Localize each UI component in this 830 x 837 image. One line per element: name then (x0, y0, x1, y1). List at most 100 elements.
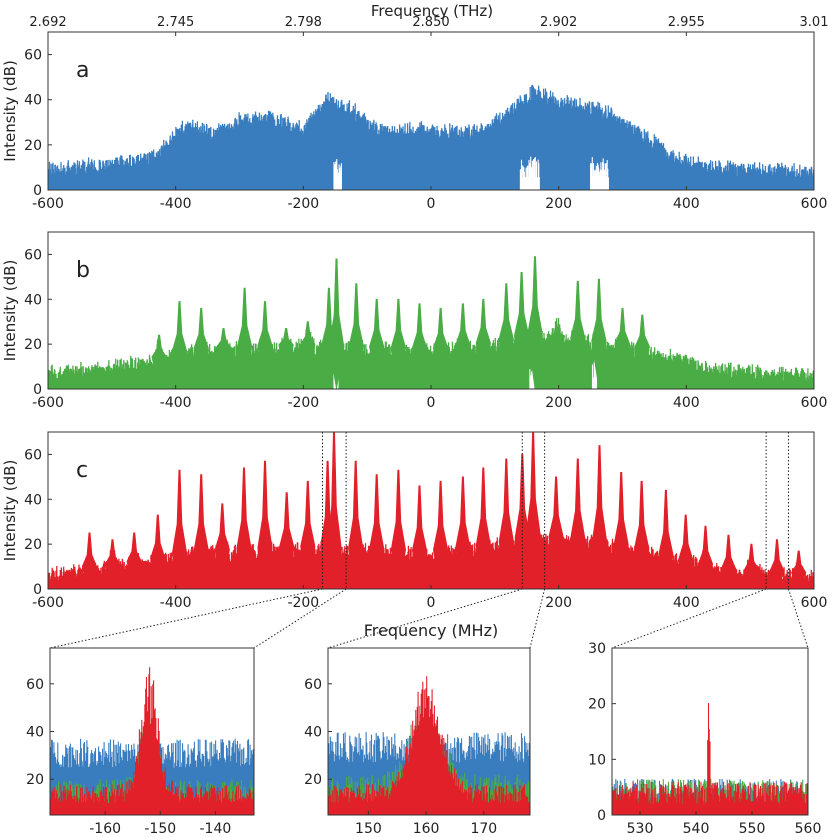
comb-peak (634, 314, 650, 389)
comb-peak (171, 301, 188, 389)
comb-peak (81, 532, 98, 589)
panel-b: -600 -400 -200 0 200 400 600 0 20 40 60 b Intensity … (1, 231, 828, 411)
top-tick-label: 2.798 (285, 15, 322, 30)
comb-peak (326, 432, 342, 589)
top-tick-label: 3.01 (800, 15, 829, 30)
comb-peak (791, 550, 807, 589)
y-tick-label: 30 (588, 641, 606, 657)
panel-label: b (76, 258, 90, 283)
panel-c: -600 -400 -200 0 200 400 600 0 20 40 60 c Intensity … (1, 431, 828, 640)
y-tick-label: 10 (588, 752, 606, 768)
zoom-plot-area (328, 676, 530, 815)
comb-peak (475, 298, 491, 389)
zoom-panel-middle: 150160170204060Frequency (MHz) (304, 647, 531, 837)
comb-peak (614, 307, 631, 389)
y-tick-label: 60 (24, 48, 42, 64)
y-tick-label: 20 (24, 138, 42, 154)
x-tick-label: 200 (545, 196, 572, 212)
y-tick-label: 20 (24, 337, 42, 353)
y-tick-label: 0 (33, 382, 42, 398)
x-tick-label: 200 (545, 395, 572, 411)
x-tick-label: 530 (627, 821, 654, 837)
comb-peak (278, 328, 294, 389)
panel-label: a (76, 58, 89, 83)
comb-peak (348, 283, 364, 389)
x-tick-label: -160 (89, 821, 121, 837)
comb-peak (498, 458, 514, 589)
panel-label: c (76, 458, 88, 483)
x-tick-label: -400 (160, 395, 192, 411)
x-tick-label: 600 (801, 595, 828, 611)
y-axis-label: Intensity (dB) (1, 260, 19, 362)
zoom-connector (49, 588, 323, 649)
comb-peak (548, 476, 564, 589)
x-tick-label: -150 (144, 821, 176, 837)
x-tick-label: 200 (545, 595, 572, 611)
top-tick-label: 2.902 (540, 15, 577, 30)
top-tick-label: 2.850 (412, 15, 449, 30)
comb-peak (743, 543, 760, 589)
comb-peak (369, 298, 385, 389)
comb-peak (279, 492, 295, 589)
y-tick-label: 40 (24, 93, 42, 109)
x-tick-label: 550 (739, 821, 766, 837)
axes-frame (47, 231, 815, 390)
comb-peak (193, 307, 209, 389)
comb-peak (432, 480, 449, 589)
comb-peak (171, 469, 188, 589)
comb-peak (633, 480, 650, 589)
spectrum-spectrum-a (48, 84, 814, 190)
x-tick-label: 150 (355, 821, 382, 837)
zoom-connector (327, 588, 523, 649)
top-tick-label: 2.955 (668, 15, 705, 30)
zoom-panel-right: 5305405505600102030Frequency (MHz) (588, 641, 821, 837)
x-tick-label: 600 (801, 395, 828, 411)
comb-peak (150, 514, 166, 589)
x-tick-label: 160 (413, 821, 440, 837)
x-tick-label: 540 (683, 821, 710, 837)
comb-peak (769, 539, 785, 589)
comb-peak (236, 467, 252, 589)
x-tick-label: -600 (32, 595, 64, 611)
x-tick-label: 400 (673, 595, 700, 611)
comb-peak (126, 532, 142, 589)
zoom-panel-left: -160-150-140204060Frequency (MHz) (26, 647, 255, 837)
comb-peak (300, 480, 316, 589)
zoom-series-c (612, 703, 808, 815)
zoom-plot-area (50, 667, 254, 815)
zoom-connector (253, 588, 347, 649)
plot-area (48, 84, 814, 190)
comb-peak (151, 334, 167, 389)
plot-area (48, 256, 814, 389)
comb-peak (591, 445, 608, 589)
comb-peak (257, 460, 273, 589)
axes-frame (327, 647, 531, 816)
comb-peak (570, 280, 586, 389)
comb-peak (549, 328, 566, 389)
x-tick-label: 0 (427, 395, 436, 411)
panel-a: -600 -400 -200 0 200 400 600 0 20 40 60 a Intensity … (1, 31, 827, 212)
axes-frame (47, 31, 815, 191)
axes-frame (49, 647, 255, 816)
y-tick-label: 20 (304, 772, 322, 788)
x-tick-label: -200 (287, 395, 319, 411)
comb-peak (432, 307, 449, 389)
y-axis-label: Intensity (dB) (1, 460, 19, 562)
zoom-connector (529, 588, 546, 649)
y-tick-label: 40 (304, 725, 322, 741)
zoom-connector (611, 588, 767, 649)
comb-peak (697, 525, 714, 589)
y-tick-label: 60 (26, 677, 44, 693)
spectral-gap (333, 159, 342, 190)
x-tick-label: 0 (427, 595, 436, 611)
comb-peak (390, 298, 407, 389)
x-tick-label: -600 (32, 196, 64, 212)
zoom-connector-lines (49, 588, 809, 649)
y-tick-label: 0 (33, 183, 42, 199)
comb-peak (525, 432, 541, 589)
comb-peak (411, 303, 428, 389)
spectral-gap (590, 157, 609, 190)
comb-peak (498, 283, 514, 389)
y-tick-label: 20 (26, 772, 44, 788)
